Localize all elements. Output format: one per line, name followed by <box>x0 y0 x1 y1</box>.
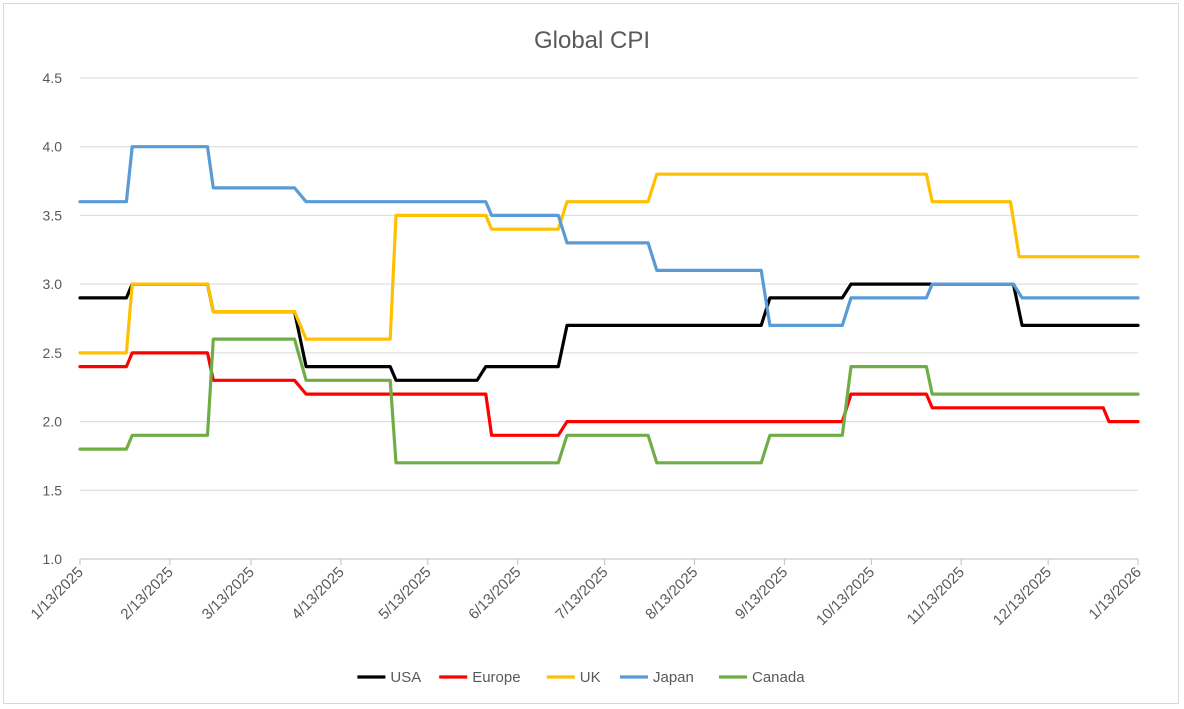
series-lines <box>78 145 1140 465</box>
x-tick-label: 2/13/2025 <box>117 564 176 623</box>
legend-label-canada: Canada <box>752 669 805 686</box>
legend-label-japan: Japan <box>653 669 694 686</box>
gridlines <box>80 77 1138 560</box>
x-tick-label: 9/13/2025 <box>732 564 791 623</box>
chart-area: Global CPI 1.0 1.5 2.0 2.5 3.0 3.5 4.0 4.5 1/13… <box>3 3 1179 704</box>
x-tick-label: 4/13/2025 <box>288 564 347 623</box>
x-tick-label: 5/13/2025 <box>375 564 434 623</box>
legend-label-usa: USA <box>390 669 421 686</box>
x-axis <box>79 559 1139 565</box>
x-tick-label: 12/13/2025 <box>990 564 1055 629</box>
x-tick-label: 1/13/2026 <box>1086 564 1145 623</box>
chart-canvas: Global CPI 1.0 1.5 2.0 2.5 3.0 3.5 4.0 4.5 1/13… <box>28 27 1145 686</box>
legend-item-uk: UK <box>546 669 601 686</box>
series-line-usa <box>78 282 1140 382</box>
chart-title: Global CPI <box>534 27 650 54</box>
y-tick-label: 3.0 <box>43 276 63 292</box>
x-axis-tick-labels: 1/13/2025 2/13/2025 3/13/2025 4/13/2025 5/13… <box>28 564 1145 629</box>
x-tick-label: 8/13/2025 <box>642 564 701 623</box>
series-line-japan <box>78 145 1140 327</box>
y-tick-label: 2.0 <box>43 414 63 430</box>
x-tick-label: 7/13/2025 <box>552 564 611 623</box>
legend-item-japan: Japan <box>620 669 694 686</box>
legend-label-uk: UK <box>580 669 601 686</box>
x-tick-label: 10/13/2025 <box>813 564 878 629</box>
legend-item-canada: Canada <box>719 669 805 686</box>
legend-item-usa: USA <box>357 669 421 686</box>
y-tick-label: 1.5 <box>43 482 63 498</box>
legend-label-europe: Europe <box>472 669 520 686</box>
y-tick-label: 1.0 <box>43 551 63 567</box>
x-tick-label: 1/13/2025 <box>28 564 87 623</box>
legend-item-europe: Europe <box>439 669 521 686</box>
y-tick-label: 3.5 <box>43 207 63 223</box>
y-tick-label: 4.5 <box>43 70 63 86</box>
y-tick-label: 4.0 <box>43 139 63 155</box>
y-axis-tick-labels: 1.0 1.5 2.0 2.5 3.0 3.5 4.0 4.5 <box>43 70 63 567</box>
series-line-canada <box>78 337 1140 465</box>
legend: USA Europe UK Japan Canada <box>357 669 805 686</box>
series-line-europe <box>78 351 1140 437</box>
y-tick-label: 2.5 <box>43 345 63 361</box>
x-tick-label: 3/13/2025 <box>199 564 258 623</box>
x-tick-label: 6/13/2025 <box>465 564 524 623</box>
x-tick-label: 11/13/2025 <box>904 564 968 628</box>
series-line-uk <box>78 172 1140 355</box>
